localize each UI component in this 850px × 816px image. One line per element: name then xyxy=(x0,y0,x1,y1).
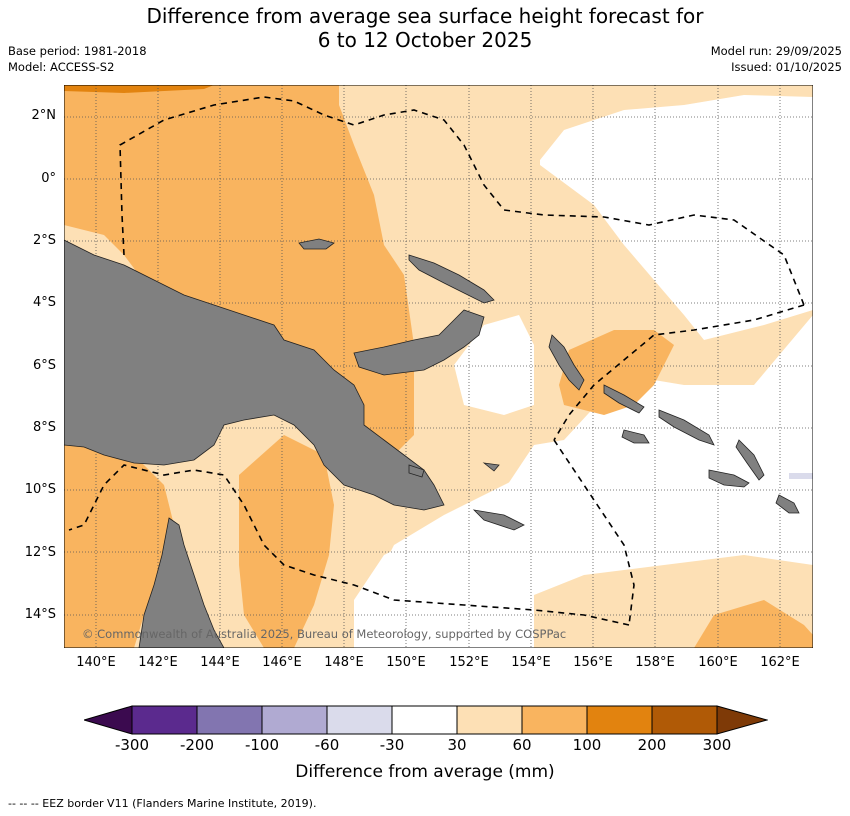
neutral-pocket-south xyxy=(364,455,584,648)
colorbar xyxy=(84,705,768,735)
model-run: Model run: 29/09/2025 xyxy=(710,44,842,58)
sst-60-100-solomons xyxy=(559,330,674,415)
colorbar-seg-m100-60 xyxy=(261,705,328,735)
lat-label: 4°S xyxy=(32,295,56,310)
neutral-pocket-center xyxy=(454,315,534,415)
lon-label: 160°E xyxy=(698,655,738,670)
colorbar-label: -200 xyxy=(179,736,215,754)
lon-label: 154°E xyxy=(511,655,551,670)
colorbar-label: -100 xyxy=(244,736,280,754)
colorbar-title: Difference from average (mm) xyxy=(295,762,555,782)
lat-label: 0° xyxy=(41,171,56,186)
colorbar-label: -300 xyxy=(114,736,150,754)
negative-anomaly-patch xyxy=(789,473,813,479)
lon-label: 156°E xyxy=(573,655,613,670)
colorbar-seg-m30-30 xyxy=(391,705,458,735)
colorbar-seg-p100-200 xyxy=(586,705,653,735)
colorbar-seg-p60-100 xyxy=(521,705,588,735)
meta-left: Base period: 1981-2018 Model: ACCESS-S2 xyxy=(8,43,147,75)
lon-label: 142°E xyxy=(138,655,178,670)
colorbar-label: -60 xyxy=(314,736,340,754)
colorbar-label: -30 xyxy=(379,736,405,754)
new-georgia-land xyxy=(621,429,650,444)
colorbar-seg-m200-100 xyxy=(196,705,263,735)
colorbar-label: 30 xyxy=(447,736,467,754)
lat-label: 8°S xyxy=(32,420,56,435)
malaita-land xyxy=(735,439,765,481)
base-period: Base period: 1981-2018 xyxy=(8,44,147,58)
choiseul-land xyxy=(603,384,645,414)
sst-100-200-strip xyxy=(64,85,214,93)
eez-legend-note: -- -- -- EEZ border V11 (Flanders Marine… xyxy=(8,797,317,810)
colorbar-seg-p200-300 xyxy=(651,705,718,735)
graticule xyxy=(64,85,813,648)
title-line-2: 6 to 12 October 2025 xyxy=(317,28,533,52)
lat-label: 2°S xyxy=(32,233,56,248)
lat-label: 6°S xyxy=(32,358,56,373)
lon-label: 152°E xyxy=(449,655,489,670)
sst-60-100-southeast xyxy=(694,600,813,648)
colorbar-label: 300 xyxy=(702,736,732,754)
lon-label: 162°E xyxy=(760,655,800,670)
lon-label: 150°E xyxy=(386,655,426,670)
model-name: Model: ACCESS-S2 xyxy=(8,60,115,74)
lat-label: 2°N xyxy=(31,108,57,123)
bougainville-land xyxy=(548,334,585,391)
colorbar-label: 60 xyxy=(512,736,532,754)
colorbar-label: 100 xyxy=(572,736,602,754)
colorbar-extend-high xyxy=(716,705,768,735)
new-ireland-land xyxy=(408,254,495,304)
new-britain-land xyxy=(353,309,485,376)
copyright-text: © Commonwealth of Australia 2025, Bureau… xyxy=(82,627,566,641)
makira-land xyxy=(775,494,800,514)
lat-label: 10°S xyxy=(24,482,56,497)
sst-60-100-south xyxy=(239,435,334,648)
lat-label: 14°S xyxy=(24,607,56,622)
new-guinea-land xyxy=(64,239,445,511)
chart-title: Difference from average sea surface heig… xyxy=(0,4,850,52)
lon-label: 140°E xyxy=(76,655,116,670)
colorbar-label: 200 xyxy=(637,736,667,754)
louisiade-islands xyxy=(408,462,525,531)
eez-borders xyxy=(68,96,805,626)
colorbar-seg-m300-200 xyxy=(131,705,198,735)
neutral-pocket-east xyxy=(554,385,813,560)
cape-york-land xyxy=(138,517,225,648)
colorbar-seg-m60-30 xyxy=(326,705,393,735)
colorbar-extend-low xyxy=(84,705,133,735)
title-line-1: Difference from average sea surface heig… xyxy=(146,4,704,28)
colorbar-seg-p30-60 xyxy=(456,705,523,735)
lon-label: 146°E xyxy=(262,655,302,670)
map-panel: © Commonwealth of Australia 2025, Bureau… xyxy=(64,85,813,648)
manus-island xyxy=(298,238,335,250)
lon-label: 158°E xyxy=(635,655,675,670)
guadalcanal-land xyxy=(708,469,750,488)
issued-date: Issued: 01/10/2025 xyxy=(731,60,842,74)
meta-right: Model run: 29/09/2025 Issued: 01/10/2025 xyxy=(711,43,842,75)
lat-label: 12°S xyxy=(24,545,56,560)
neutral-pocket-ne xyxy=(540,95,813,340)
santa-isabel-land xyxy=(658,409,715,446)
lon-label: 144°E xyxy=(200,655,240,670)
lon-label: 148°E xyxy=(324,655,364,670)
